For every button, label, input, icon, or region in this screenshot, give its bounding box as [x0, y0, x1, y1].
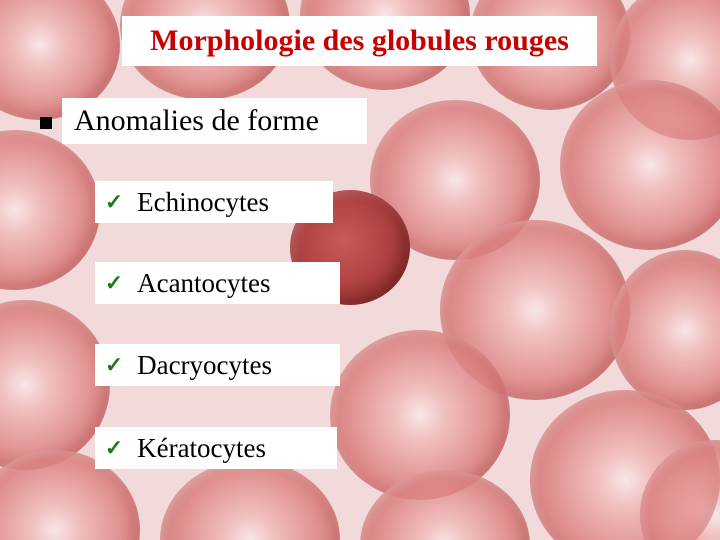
list-item: ✓ Acantocytes [95, 262, 340, 304]
list-item: ✓ Echinocytes [95, 181, 333, 223]
slide-title-box: Morphologie des globules rouges [122, 16, 597, 66]
list-item-label: Dacryocytes [137, 350, 272, 381]
slide-content: Morphologie des globules rouges Anomalie… [0, 0, 720, 540]
heading-text: Anomalies de forme [74, 104, 319, 138]
heading-bullet [40, 117, 52, 129]
list-item: ✓ Dacryocytes [95, 344, 340, 386]
list-item: ✓ Kératocytes [95, 427, 337, 469]
list-item-label: Kératocytes [137, 433, 266, 464]
list-item-label: Echinocytes [137, 187, 269, 218]
slide-title-text: Morphologie des globules rouges [150, 24, 569, 58]
check-icon: ✓ [105, 435, 123, 461]
check-icon: ✓ [105, 270, 123, 296]
check-icon: ✓ [105, 189, 123, 215]
list-item-label: Acantocytes [137, 268, 270, 299]
heading-box: Anomalies de forme [62, 98, 367, 144]
check-icon: ✓ [105, 352, 123, 378]
